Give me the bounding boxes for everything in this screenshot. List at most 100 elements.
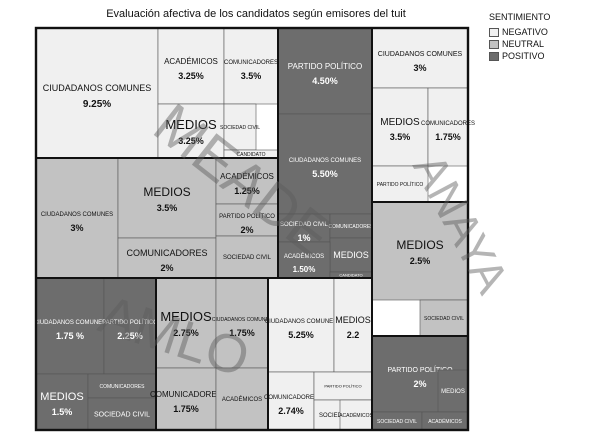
legend-item-negativo: NEGATIVO <box>489 27 587 37</box>
cell-amlo-neutral-ciudadanos-comunes <box>215 277 269 369</box>
cell-meade-positivo-academicos <box>277 241 331 279</box>
cell-amlo-positivo-sociedad-civil-label: SOCIEDAD CIVIL <box>94 411 150 418</box>
cell-meade-neutral-sociedad-civil-label: SOCIEDAD CIVIL <box>223 255 272 261</box>
cell-meade-positivo-medios-label: MEDIOS <box>333 250 369 260</box>
cell-meade-negativo-academicos-label: ACADÉMICOS <box>164 57 218 66</box>
legend-swatch-neutral <box>489 39 499 49</box>
group-meade-positivo: PARTIDO POLÍTICO 4.50% CIUDADANOS COMUNES 5… <box>277 27 374 279</box>
cell-meade-negativo-comunicadores-label: COMUNICADORES <box>224 60 278 66</box>
cell-meade-neutral-partido-politico-label: PARTIDO POLÍTICO <box>219 213 275 220</box>
cell-anaya-negativo-comunicadores-label: COMUNICADORES <box>421 121 475 127</box>
cell-amlo-negativo-academicos-label: ACADÉMICOS <box>339 412 373 419</box>
legend-item-neutral: NEUTRAL <box>489 39 587 49</box>
cell-amlo-positivo-comunicadores-label: COMUNICADORES <box>99 384 145 390</box>
cell-meade-positivo-partido-politico-label: PARTIDO POLÍTICO <box>288 62 362 71</box>
cell-meade-positivo-academicos-value: 1.50% <box>293 265 316 274</box>
legend-label-negativo: NEGATIVO <box>502 27 548 37</box>
cell-amlo-positivo-partido-politico-label: PARTIDO POLÍTICO <box>102 319 158 326</box>
cell-anaya-neutral-medios-value: 2.5% <box>410 256 431 266</box>
cell-meade-positivo-partido-politico-value: 4.50% <box>312 76 338 86</box>
cell-meade-neutral-academicos-label: ACADÉMICOS <box>220 172 274 181</box>
cell-amlo-neutral-comunicadores <box>155 367 217 431</box>
cell-anaya-positivo-medios-label: MEDIOS <box>441 389 465 395</box>
cell-amlo-neutral-medios-label: MEDIOS <box>160 309 212 324</box>
cell-amlo-negativo-academicos <box>339 399 373 431</box>
cell-meade-negativo-medios-value: 3.25% <box>178 136 204 146</box>
cell-amlo-negativo-comunicadores-value: 2.74% <box>278 406 304 416</box>
cell-amlo-neutral-ciudadanos-comunes-label: CIUDADANOS COMUNES <box>212 317 273 323</box>
cell-amlo-positivo-ciudadanos-comunes-label: CIUDADANOS COMUNES <box>34 320 106 326</box>
cell-amlo-negativo-ciudadanos-comunes <box>267 277 335 373</box>
cell-meade-positivo-sociedad-civil-value: 1% <box>297 233 310 243</box>
cell-meade-negativo-medios <box>157 103 225 159</box>
group-meade-neutral: CIUDADANOS COMUNES 3% MEDIOS 3.5% COMUNICADO… <box>35 157 279 279</box>
cell-anaya-positivo-academicos-label: ACADÉMICOS <box>428 418 462 425</box>
cell-meade-neutral-ciudadanos-comunes <box>35 157 119 279</box>
cell-anaya-negativo-partido-politico <box>371 165 429 203</box>
cell-amlo-negativo-comunicadores <box>267 371 315 431</box>
legend: SENTIMIENTO NEGATIVO NEUTRAL POSITIVO <box>489 12 587 63</box>
cell-meade-neutral-medios-value: 3.5% <box>157 203 178 213</box>
cell-meade-negativo-candidato-label: CANDIDATO <box>237 152 266 158</box>
cell-anaya-negativo-ciudadanos-comunes-label: CIUDADANOS COMUNES <box>378 51 463 58</box>
group-amlo-neutral: MEDIOS 2.75% CIUDADANOS COMUNES 1.75% COMUNI… <box>150 277 273 431</box>
cell-anaya-neutral-medios <box>371 201 469 301</box>
cell-amlo-positivo-ciudadanos-comunes-value: 1.75 % <box>56 331 84 341</box>
cell-anaya-negativo-ciudadanos-comunes-value: 3% <box>413 63 426 73</box>
legend-label-neutral: NEUTRAL <box>502 39 545 49</box>
cell-amlo-negativo-partido-politico-label: PARTIDO POLÍTICO <box>324 383 361 388</box>
cell-meade-negativo-ciudadanos-comunes-value: 9.25% <box>83 99 111 110</box>
cell-meade-neutral-sociedad-civil <box>215 235 279 279</box>
cell-meade-positivo-medios <box>329 237 373 273</box>
cell-anaya-negativo-medios-value: 3.5% <box>390 132 411 142</box>
cell-meade-positivo-sociedad-civil-label: SOCIEDAD CIVIL <box>280 222 329 228</box>
legend-title: SENTIMIENTO <box>489 12 551 22</box>
cell-meade-positivo-ciudadanos-comunes <box>277 113 373 215</box>
cell-meade-positivo-sociedad-civil <box>277 213 331 243</box>
cell-anaya-neutral-sociedad-civil-label: SOCIEDAD CIVIL <box>424 316 464 322</box>
cell-meade-neutral-ciudadanos-comunes-label: CIUDADANOS COMUNES <box>41 212 113 218</box>
cell-meade-neutral-comunicadores <box>117 237 217 279</box>
cell-amlo-negativo-ciudadanos-comunes-label: CIUDADANOS COMUNES <box>265 319 337 325</box>
cell-amlo-neutral-academicos-label: ACADÉMICOS <box>222 396 262 403</box>
cell-amlo-negativo-medios-label: MEDIOS <box>335 315 371 325</box>
group-anaya-neutral: MEDIOS 2.5% SOCIEDAD CIVIL <box>371 201 469 337</box>
legend-item-positivo: POSITIVO <box>489 51 587 61</box>
cell-amlo-neutral-ciudadanos-comunes-value: 1.75% <box>229 328 255 338</box>
cell-amlo-neutral-comunicadores-label: COMUNICADORES <box>150 390 222 399</box>
group-anaya-positivo: PARTIDO POLÍTICO 2% MEDIOS SOCIEDAD CIVIL AC… <box>371 335 469 431</box>
cell-amlo-negativo-medios-value: 2.2 <box>347 330 360 340</box>
cell-amlo-negativo-medios <box>333 277 373 373</box>
cell-meade-positivo-comunicadores-label: COMUNICADORES <box>328 224 374 230</box>
cell-meade-negativo-sociedad-civil-label: SOCIEDAD CIVIL <box>220 125 260 131</box>
cell-amlo-neutral-academicos <box>215 367 269 431</box>
cell-anaya-negativo-medios <box>371 87 429 167</box>
cell-meade-neutral-academicos-value: 1.25% <box>234 186 260 196</box>
cell-amlo-positivo-ciudadanos-comunes <box>35 277 105 375</box>
cell-meade-negativo-academicos-value: 3.25% <box>178 71 204 81</box>
legend-swatch-positivo <box>489 51 499 61</box>
cell-anaya-negativo-ciudadanos-comunes <box>371 27 469 89</box>
cell-amlo-positivo-medios-label: MEDIOS <box>40 391 83 403</box>
cell-anaya-negativo-partido-politico-label: PARTIDO POLÍTICO <box>377 181 424 188</box>
cell-meade-neutral-comunicadores-value: 2% <box>160 263 173 273</box>
treemap-frame <box>34 26 470 432</box>
cell-anaya-positivo-partido-politico-label: PARTIDO POLÍTICO <box>387 365 453 374</box>
group-amlo-negativo: CIUDADANOS COMUNES 5.25% MEDIOS 2.2 COMUNICA… <box>264 277 373 431</box>
cell-anaya-positivo-partido-politico-value: 2% <box>413 379 426 389</box>
cell-meade-negativo-comunicadores-value: 3.5% <box>241 71 262 81</box>
cell-amlo-negativo-partido-politico <box>313 371 373 401</box>
cell-anaya-negativo-comunicadores-value: 1.75% <box>435 132 461 142</box>
cell-amlo-negativo-comunicadores-label: COMUNICADORES <box>264 395 318 401</box>
group-anaya-negativo: CIUDADANOS COMUNES 3% MEDIOS 3.5% COMUNICADO… <box>371 27 475 203</box>
chart-title: Evaluación afectiva de los candidatos se… <box>106 8 406 20</box>
cell-meade-negativo-academicos <box>157 27 225 105</box>
cell-amlo-positivo-partido-politico-value: 2.25% <box>117 331 143 341</box>
cell-meade-neutral-partido-politico <box>215 203 279 237</box>
cell-meade-negativo-medios-label: MEDIOS <box>165 117 217 132</box>
legend-swatch-negativo <box>489 27 499 37</box>
cell-meade-negativo-ciudadanos-comunes <box>35 27 159 159</box>
cell-meade-positivo-ciudadanos-comunes-value: 5.50% <box>312 169 338 179</box>
cell-meade-neutral-medios-label: MEDIOS <box>143 185 190 199</box>
